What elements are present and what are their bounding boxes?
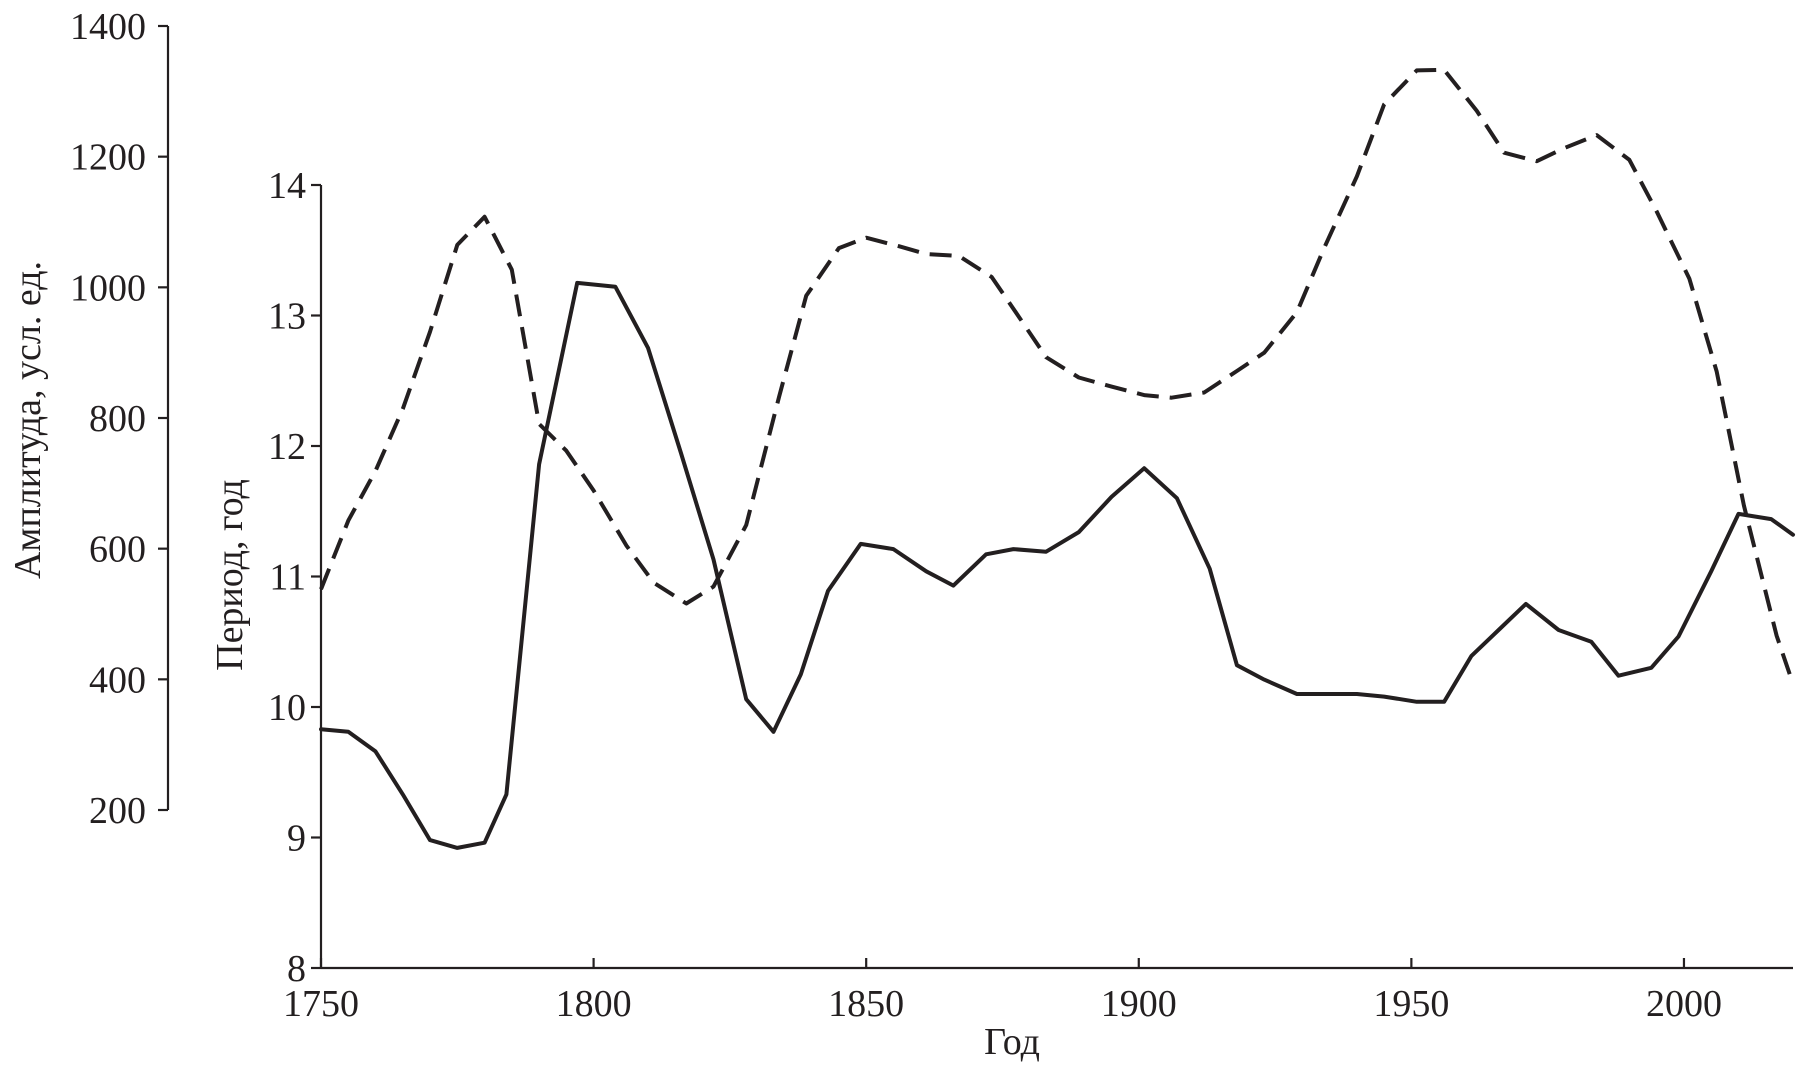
x-axis: 1750 1800 1850 1900 1950 2000 Год (283, 958, 1793, 1063)
period-tick-label: 12 (268, 426, 306, 468)
amplitude-series-line (319, 67, 1795, 685)
amplitude-axis-title: Амплитуда, усл. ед. (7, 261, 49, 579)
period-tick-label: 11 (269, 557, 306, 599)
amplitude-tick-label: 800 (89, 398, 146, 440)
x-axis-title: Год (984, 1021, 1040, 1063)
amplitude-tick-label: 1000 (70, 267, 146, 309)
amplitude-tick-label: 600 (89, 529, 146, 571)
series-group (319, 67, 1795, 850)
amplitude-tick-label: 1200 (70, 137, 146, 179)
amplitude-axis-ticks: 200 400 600 800 1000 1200 1400 (70, 6, 168, 832)
x-tick-label: 1950 (1373, 983, 1449, 1025)
amplitude-axis: 200 400 600 800 1000 1200 1400 Амплитуда, усл.… (7, 6, 170, 832)
amplitude-tick-label: 1400 (70, 6, 146, 48)
period-tick-label: 13 (268, 296, 306, 338)
x-axis-ticks: 1750 1800 1850 1900 1950 2000 (283, 958, 1722, 1025)
period-tick-label: 14 (268, 165, 306, 207)
period-tick-label: 10 (268, 687, 306, 729)
amplitude-tick-label: 400 (89, 659, 146, 701)
x-tick-label: 1850 (828, 983, 904, 1025)
x-tick-label: 1750 (283, 983, 359, 1025)
period-axis: 8 9 10 11 12 13 14 Период, год (209, 165, 323, 990)
period-tick-label: 8 (287, 948, 306, 990)
period-series-line (319, 280, 1795, 850)
period-axis-title: Период, год (209, 479, 251, 671)
amplitude-tick-label: 200 (89, 790, 146, 832)
x-tick-label: 1800 (556, 983, 632, 1025)
x-tick-label: 1900 (1101, 983, 1177, 1025)
x-tick-label: 2000 (1646, 983, 1722, 1025)
period-tick-label: 9 (287, 818, 306, 860)
period-axis-ticks: 8 9 10 11 12 13 14 (268, 165, 321, 990)
